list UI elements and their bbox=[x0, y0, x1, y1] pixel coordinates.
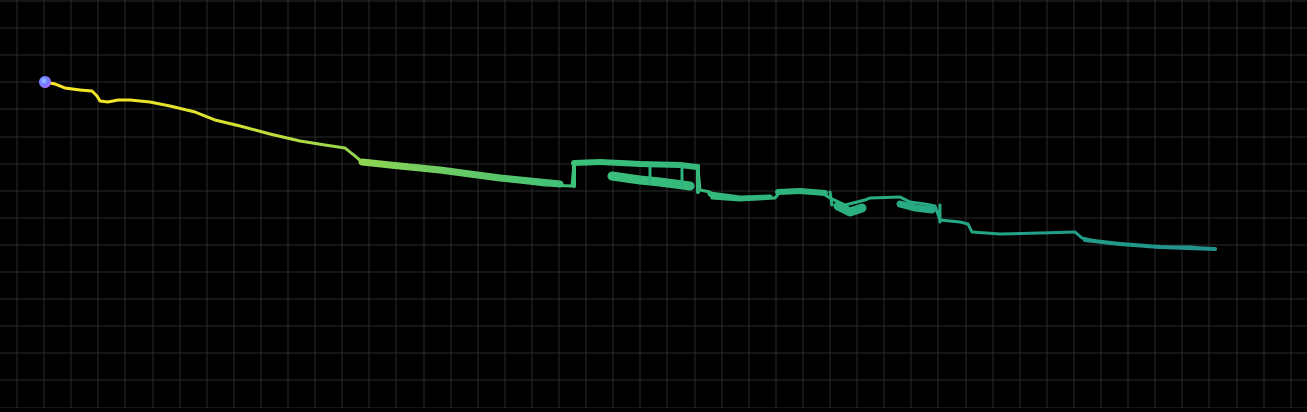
trajectory-path bbox=[43, 80, 1217, 251]
start-marker[interactable] bbox=[39, 76, 51, 88]
